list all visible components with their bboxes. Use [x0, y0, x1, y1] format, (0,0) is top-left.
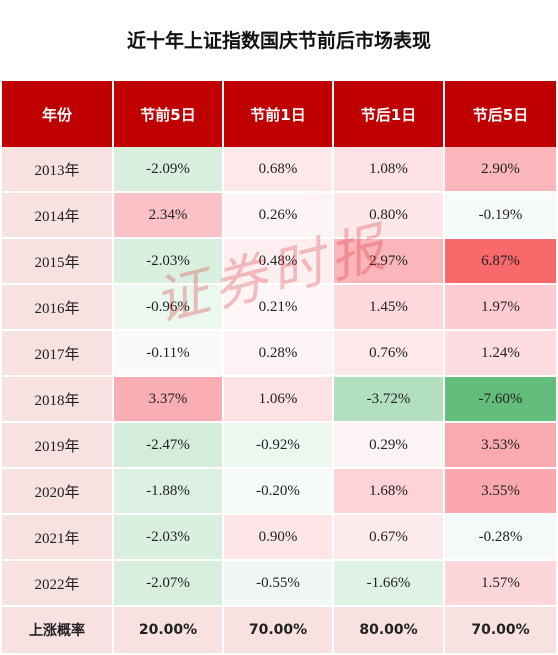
value-cell: -3.72% — [334, 377, 445, 423]
value-cell: 1.06% — [224, 377, 334, 423]
value-cell: 0.90% — [224, 515, 334, 561]
table-row: 2019年 -2.47% -0.92% 0.29% 3.53% — [2, 423, 556, 469]
value-cell: 0.80% — [334, 193, 445, 239]
value-cell: -0.55% — [224, 561, 334, 607]
value-cell: -2.03% — [114, 515, 224, 561]
value-cell: 3.37% — [114, 377, 224, 423]
year-cell: 2016年 — [2, 285, 114, 331]
table-row: 2015年 -2.03% 0.48% 2.97% 6.87% — [2, 239, 556, 285]
value-cell: -0.28% — [445, 515, 556, 561]
table-row: 2021年 -2.03% 0.90% 0.67% -0.28% — [2, 515, 556, 561]
value-cell: 6.87% — [445, 239, 556, 285]
year-cell: 2021年 — [2, 515, 114, 561]
value-cell: -0.11% — [114, 331, 224, 377]
year-cell: 2017年 — [2, 331, 114, 377]
value-cell: 1.68% — [334, 469, 445, 515]
summary-value: 80.00% — [334, 607, 445, 655]
value-cell: 1.97% — [445, 285, 556, 331]
value-cell: 3.53% — [445, 423, 556, 469]
value-cell: -0.96% — [114, 285, 224, 331]
value-cell: -2.09% — [114, 147, 224, 193]
value-cell: 0.68% — [224, 147, 334, 193]
value-cell: 1.45% — [334, 285, 445, 331]
value-cell: -0.19% — [445, 193, 556, 239]
value-cell: -1.88% — [114, 469, 224, 515]
summary-value: 70.00% — [224, 607, 334, 655]
table-row: 2018年 3.37% 1.06% -3.72% -7.60% — [2, 377, 556, 423]
year-cell: 2022年 — [2, 561, 114, 607]
value-cell: 0.29% — [334, 423, 445, 469]
value-cell: 2.34% — [114, 193, 224, 239]
value-cell: 0.76% — [334, 331, 445, 377]
value-cell: 2.97% — [334, 239, 445, 285]
year-cell: 2020年 — [2, 469, 114, 515]
value-cell: 0.67% — [334, 515, 445, 561]
market-performance-table: 年份 节前5日 节前1日 节后1日 节后5日 2013年 -2.09% 0.68% 1… — [2, 81, 556, 655]
value-cell: 0.28% — [224, 331, 334, 377]
table-row: 2017年 -0.11% 0.28% 0.76% 1.24% — [2, 331, 556, 377]
summary-value: 20.00% — [114, 607, 224, 655]
value-cell: -7.60% — [445, 377, 556, 423]
value-cell: 0.26% — [224, 193, 334, 239]
summary-value: 70.00% — [445, 607, 556, 655]
year-cell: 2019年 — [2, 423, 114, 469]
value-cell: 1.57% — [445, 561, 556, 607]
value-cell: -2.03% — [114, 239, 224, 285]
value-cell: -1.66% — [334, 561, 445, 607]
year-cell: 2018年 — [2, 377, 114, 423]
value-cell: 0.21% — [224, 285, 334, 331]
header-post-1d: 节后1日 — [334, 81, 445, 147]
table-row: 2014年 2.34% 0.26% 0.80% -0.19% — [2, 193, 556, 239]
value-cell: -2.47% — [114, 423, 224, 469]
value-cell: 1.08% — [334, 147, 445, 193]
table-row: 2022年 -2.07% -0.55% -1.66% 1.57% — [2, 561, 556, 607]
table-row: 2016年 -0.96% 0.21% 1.45% 1.97% — [2, 285, 556, 331]
value-cell: 0.48% — [224, 239, 334, 285]
header-post-5d: 节后5日 — [445, 81, 556, 147]
value-cell: 2.90% — [445, 147, 556, 193]
value-cell: 1.24% — [445, 331, 556, 377]
summary-row: 上涨概率 20.00% 70.00% 80.00% 70.00% — [2, 607, 556, 655]
header-pre-5d: 节前5日 — [114, 81, 224, 147]
table-title: 近十年上证指数国庆节前后市场表现 — [126, 30, 431, 52]
table-row: 2013年 -2.09% 0.68% 1.08% 2.90% — [2, 147, 556, 193]
header-pre-1d: 节前1日 — [224, 81, 334, 147]
year-cell: 2015年 — [2, 239, 114, 285]
header-year: 年份 — [2, 81, 114, 147]
value-cell: -0.20% — [224, 469, 334, 515]
year-cell: 2014年 — [2, 193, 114, 239]
value-cell: 3.55% — [445, 469, 556, 515]
table-row: 2020年 -1.88% -0.20% 1.68% 3.55% — [2, 469, 556, 515]
year-cell: 2013年 — [2, 147, 114, 193]
value-cell: -0.92% — [224, 423, 334, 469]
header-row: 年份 节前5日 节前1日 节后1日 节后5日 — [2, 81, 556, 147]
summary-label: 上涨概率 — [2, 607, 114, 655]
value-cell: -2.07% — [114, 561, 224, 607]
